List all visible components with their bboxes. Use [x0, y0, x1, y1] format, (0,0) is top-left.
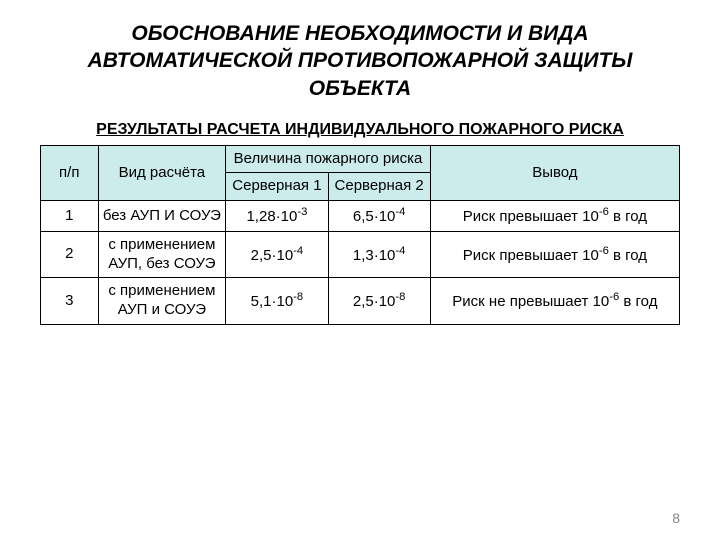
- col-header-risk-group: Величина пожарного риска: [226, 145, 430, 173]
- table-row: 1 без АУП И СОУЭ 1,28·10-3 6,5·10-4 Риск…: [41, 201, 680, 232]
- section-subtitle: РЕЗУЛЬТАТЫ РАСЧЕТА ИНДИВИДУАЛЬНОГО ПОЖАР…: [40, 120, 680, 141]
- cell-server1: 1,28·10-3: [226, 201, 328, 232]
- table-row: 2 с применением АУП, без СОУЭ 2,5·10-4 1…: [41, 231, 680, 278]
- col-header-server1: Серверная 1: [226, 173, 328, 201]
- cell-out: Риск не превышает 10-6 в год: [430, 278, 679, 325]
- cell-num: 1: [41, 201, 99, 232]
- cell-type: без АУП И СОУЭ: [98, 201, 226, 232]
- cell-server2: 1,3·10-4: [328, 231, 430, 278]
- cell-num: 2: [41, 231, 99, 278]
- cell-type: с применением АУП и СОУЭ: [98, 278, 226, 325]
- cell-num: 3: [41, 278, 99, 325]
- col-header-out: Вывод: [430, 145, 679, 201]
- risk-table: п/п Вид расчёта Величина пожарного риска…: [40, 145, 680, 325]
- cell-server1: 5,1·10-8: [226, 278, 328, 325]
- cell-out: Риск превышает 10-6 в год: [430, 231, 679, 278]
- page-title: ОБОСНОВАНИЕ НЕОБХОДИМОСТИ И ВИДА АВТОМАТ…: [40, 20, 680, 102]
- cell-server2: 2,5·10-8: [328, 278, 430, 325]
- cell-out: Риск превышает 10-6 в год: [430, 201, 679, 232]
- cell-server1: 2,5·10-4: [226, 231, 328, 278]
- table-row: 3 с применением АУП и СОУЭ 5,1·10-8 2,5·…: [41, 278, 680, 325]
- cell-type: с применением АУП, без СОУЭ: [98, 231, 226, 278]
- cell-server2: 6,5·10-4: [328, 201, 430, 232]
- page-number: 8: [672, 510, 680, 526]
- col-header-num: п/п: [41, 145, 99, 201]
- col-header-server2: Серверная 2: [328, 173, 430, 201]
- col-header-type: Вид расчёта: [98, 145, 226, 201]
